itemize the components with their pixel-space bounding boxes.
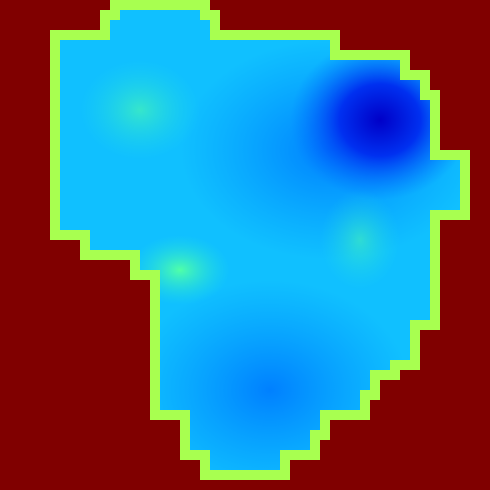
edge-band xyxy=(50,0,470,480)
green-patch xyxy=(80,60,200,160)
green-patch xyxy=(320,190,400,290)
